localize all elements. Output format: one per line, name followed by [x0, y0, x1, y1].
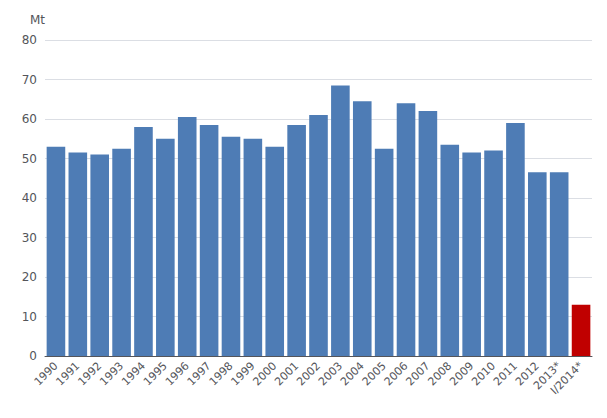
svg-text:0: 0 [29, 349, 37, 363]
svg-text:2010: 2010 [469, 359, 498, 388]
svg-text:2000: 2000 [250, 359, 279, 388]
svg-text:60: 60 [22, 112, 37, 126]
svg-text:2003: 2003 [316, 359, 345, 388]
svg-text:1992: 1992 [75, 359, 104, 388]
svg-text:1991: 1991 [53, 359, 82, 388]
svg-text:2008: 2008 [425, 359, 454, 388]
svg-text:1995: 1995 [141, 359, 170, 388]
svg-text:80: 80 [22, 33, 37, 47]
svg-text:1993: 1993 [97, 359, 126, 388]
svg-text:2012: 2012 [512, 359, 542, 389]
svg-text:2001: 2001 [272, 359, 301, 388]
svg-text:2007: 2007 [404, 359, 433, 388]
svg-text:1996: 1996 [163, 359, 192, 388]
svg-text:70: 70 [22, 73, 37, 87]
svg-text:2002: 2002 [294, 359, 323, 388]
svg-text:20: 20 [22, 270, 37, 284]
svg-text:1994: 1994 [119, 359, 148, 388]
svg-text:Mt: Mt [30, 13, 45, 27]
svg-text:50: 50 [22, 152, 37, 166]
svg-text:1998: 1998 [207, 359, 236, 388]
svg-text:I/2014*: I/2014* [548, 359, 586, 397]
svg-text:10: 10 [22, 310, 37, 324]
svg-text:1999: 1999 [228, 359, 257, 388]
svg-text:2011: 2011 [491, 359, 520, 388]
svg-text:2004: 2004 [338, 359, 367, 388]
svg-text:2005: 2005 [360, 359, 389, 388]
svg-text:2013*: 2013* [530, 359, 564, 393]
svg-text:40: 40 [22, 191, 37, 205]
svg-text:1997: 1997 [185, 359, 214, 388]
svg-text:30: 30 [22, 231, 37, 245]
svg-text:1990: 1990 [32, 359, 61, 388]
svg-text:2009: 2009 [447, 359, 476, 388]
svg-text:2006: 2006 [382, 359, 411, 388]
